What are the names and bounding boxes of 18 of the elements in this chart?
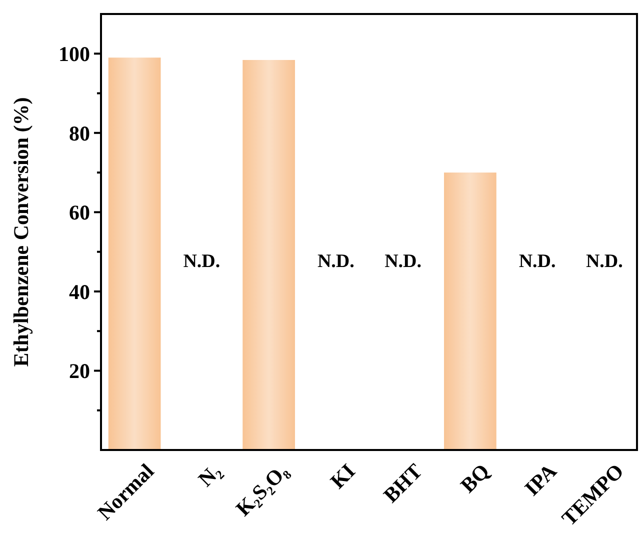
text: N.D. — [317, 250, 354, 272]
bar — [444, 172, 496, 450]
y-tick-label: 60 — [69, 200, 90, 225]
bar — [108, 58, 161, 450]
y-tick-label: 40 — [69, 280, 90, 304]
x-tick-label: KI — [326, 458, 360, 494]
x-tick-label: BQ — [456, 458, 494, 498]
text: N.D. — [384, 250, 422, 272]
bar — [242, 60, 295, 450]
text: N.D. — [183, 250, 220, 272]
x-tick-label: N₂ — [193, 458, 226, 492]
x-tick-label: IPA — [520, 458, 562, 500]
text: N.D. — [586, 250, 623, 272]
y-tick-label: 80 — [69, 121, 90, 146]
y-tick-label: 100 — [58, 42, 90, 66]
y-tick-label: 20 — [69, 359, 90, 384]
y-axis-title: Ethylbenzene Conversion (%) — [9, 97, 33, 367]
text: N.D. — [518, 250, 556, 272]
